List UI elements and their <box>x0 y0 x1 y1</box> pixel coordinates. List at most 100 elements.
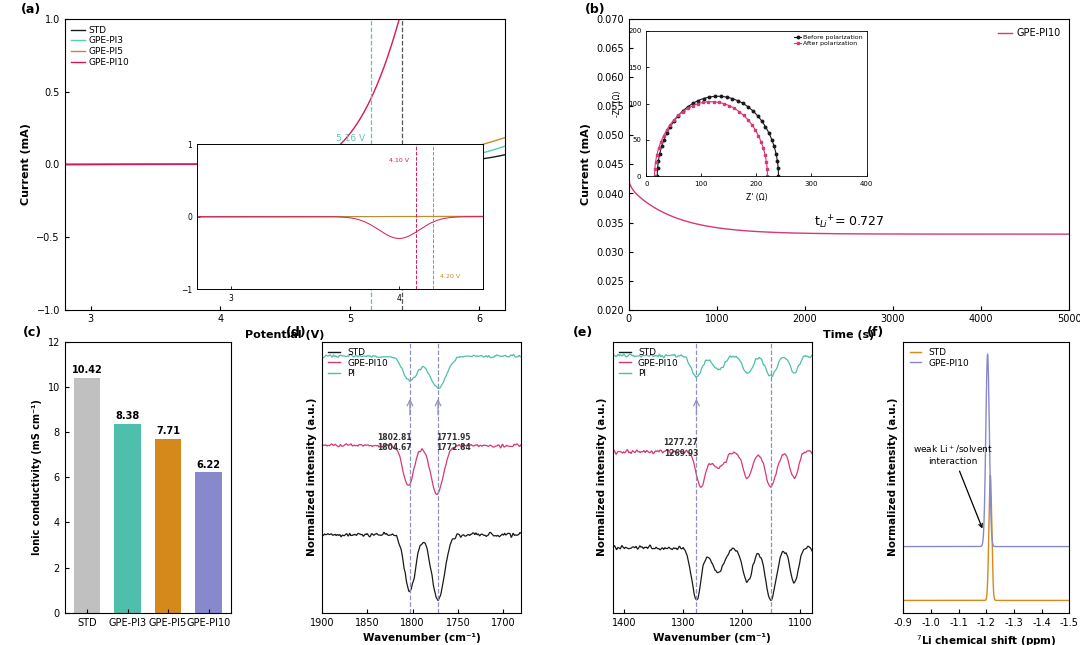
X-axis label: Wavenumber (cm⁻¹): Wavenumber (cm⁻¹) <box>653 633 771 643</box>
Line: GPE-PI3: GPE-PI3 <box>65 146 505 164</box>
GPE-PI10 <box>699 222 712 230</box>
Text: t$_{Li}$$^{+}$= 0.727: t$_{Li}$$^{+}$= 0.727 <box>813 214 885 231</box>
GPE-PI3 <box>486 146 499 154</box>
STD <box>272 160 285 168</box>
GPE-PI3 <box>272 160 285 168</box>
Text: (d): (d) <box>286 326 307 339</box>
GPE-PI5 <box>261 161 274 168</box>
GPE-PI3 <box>58 161 71 168</box>
GPE-PI10 <box>81 161 94 168</box>
STD <box>973 597 986 604</box>
Legend: GPE-PI10: GPE-PI10 <box>994 25 1064 42</box>
Text: 8.38: 8.38 <box>116 411 139 421</box>
Bar <box>154 439 181 613</box>
GPE-PI3 <box>81 161 94 168</box>
GPE-PI5 <box>486 137 499 145</box>
GPE-PI5 <box>405 154 418 162</box>
STD <box>58 161 71 168</box>
GPE-PI5 <box>58 161 71 168</box>
GPE-PI10 <box>393 12 406 20</box>
STD <box>486 154 499 161</box>
X-axis label: Wavenumber (cm⁻¹): Wavenumber (cm⁻¹) <box>363 633 481 643</box>
GPE-PI10 <box>1063 230 1076 238</box>
Bar <box>73 377 100 613</box>
STD <box>984 471 997 479</box>
Legend: STD, GPE-PI3, GPE-PI5, GPE-PI10: STD, GPE-PI3, GPE-PI5, GPE-PI10 <box>69 24 131 69</box>
GPE-PI10 <box>486 12 499 20</box>
GPE-PI5 <box>272 161 285 168</box>
Y-axis label: Current (mA): Current (mA) <box>21 124 31 205</box>
GPE-PI10 <box>1063 542 1076 550</box>
GPE-PI3 <box>261 160 274 168</box>
GPE-PI10 <box>1027 542 1040 550</box>
GPE-PI10 <box>622 177 635 184</box>
Legend: STD, GPE-PI10, PI: STD, GPE-PI10, PI <box>326 346 390 380</box>
GPE-PI10 <box>261 161 274 168</box>
GPE-PI10 <box>499 12 512 20</box>
Y-axis label: Ionic conductivity (mS cm⁻¹): Ionic conductivity (mS cm⁻¹) <box>32 399 42 555</box>
STD <box>1063 597 1076 604</box>
Line: GPE-PI10: GPE-PI10 <box>65 16 505 164</box>
GPE-PI10 <box>981 350 994 358</box>
Text: 5.16 V: 5.16 V <box>336 134 365 143</box>
GPE-PI10 <box>405 12 418 20</box>
GPE-PI10 <box>272 161 285 168</box>
GPE-PI10 <box>973 542 986 550</box>
Y-axis label: Normalized intensity (a.u.): Normalized intensity (a.u.) <box>307 398 316 557</box>
GPE-PI10 <box>673 215 686 223</box>
Line: GPE-PI10: GPE-PI10 <box>629 181 1069 234</box>
Line: STD: STD <box>903 475 1069 600</box>
Text: 1771.95
1772.84: 1771.95 1772.84 <box>436 433 471 452</box>
GPE-PI10 <box>792 229 805 237</box>
GPE-PI10 <box>810 230 823 237</box>
STD <box>405 159 418 167</box>
STD <box>486 154 499 161</box>
STD <box>81 161 94 168</box>
Bar <box>195 472 221 613</box>
GPE-PI10 <box>486 12 499 20</box>
GPE-PI5 <box>499 134 512 141</box>
Text: weak Li$^+$/solvent
interaction: weak Li$^+$/solvent interaction <box>913 444 993 528</box>
Bar <box>114 424 140 613</box>
Text: (c): (c) <box>24 326 42 339</box>
X-axis label: Time (s): Time (s) <box>823 330 875 340</box>
Y-axis label: Normalized intensity (a.u.): Normalized intensity (a.u.) <box>597 398 607 557</box>
STD <box>905 597 918 604</box>
GPE-PI10 <box>896 542 909 550</box>
STD <box>977 597 990 604</box>
GPE-PI10 <box>1058 542 1071 550</box>
GPE-PI10 <box>905 542 918 550</box>
GPE-PI3 <box>486 146 499 154</box>
Text: 10.42: 10.42 <box>71 365 103 375</box>
Y-axis label: Current (mA): Current (mA) <box>581 124 591 205</box>
GPE-PI3 <box>499 142 512 150</box>
GPE-PI3 <box>405 159 418 167</box>
Legend: STD, GPE-PI10: STD, GPE-PI10 <box>907 346 971 370</box>
GPE-PI5 <box>81 161 94 168</box>
GPE-PI10 <box>977 521 990 528</box>
GPE-PI10 <box>1054 230 1067 238</box>
GPE-PI5 <box>486 138 499 146</box>
X-axis label: $^{7}$Li chemical shift (ppm): $^{7}$Li chemical shift (ppm) <box>916 633 1056 645</box>
GPE-PI10 <box>1007 230 1020 238</box>
STD <box>1058 597 1071 604</box>
Line: GPE-PI10: GPE-PI10 <box>903 354 1069 546</box>
Text: (a): (a) <box>21 3 41 16</box>
Legend: STD, GPE-PI10, PI: STD, GPE-PI10, PI <box>617 346 680 380</box>
STD <box>896 597 909 604</box>
X-axis label: Potential (V): Potential (V) <box>245 330 325 340</box>
Text: 7.71: 7.71 <box>156 426 180 436</box>
Text: 6.22: 6.22 <box>197 460 220 470</box>
GPE-PI10 <box>1058 542 1071 550</box>
Text: (f): (f) <box>866 326 883 339</box>
Text: 5.40 V: 5.40 V <box>407 152 436 161</box>
Text: (e): (e) <box>572 326 593 339</box>
GPE-PI10 <box>58 161 71 168</box>
Y-axis label: Normalized intensity (a.u.): Normalized intensity (a.u.) <box>888 398 897 557</box>
Line: STD: STD <box>65 155 505 164</box>
STD <box>1058 597 1071 604</box>
Line: GPE-PI5: GPE-PI5 <box>65 137 505 164</box>
STD <box>1027 597 1040 604</box>
STD <box>261 160 274 168</box>
STD <box>499 151 512 159</box>
